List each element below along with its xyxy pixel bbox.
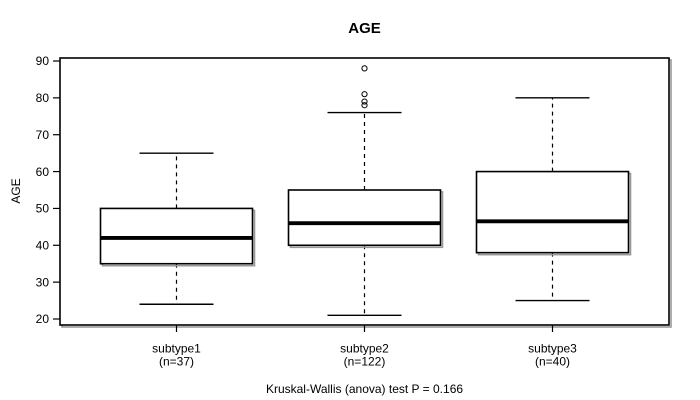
group-label: subtype1 [152, 342, 201, 356]
outlier-point [361, 102, 368, 109]
iqr-box [287, 189, 442, 247]
y-axis-tick-label: 40 [36, 238, 50, 252]
group-label: subtype3 [528, 342, 577, 356]
y-axis-tick-label: 90 [36, 54, 50, 68]
y-axis-tick-label: 60 [36, 165, 50, 179]
group-label: subtype2 [340, 342, 389, 356]
group-n-label: (n=40) [535, 355, 570, 369]
y-axis-tick-label: 30 [36, 275, 50, 289]
outlier-point [361, 91, 368, 98]
outlier-point [361, 98, 368, 105]
chart-title: AGE [348, 20, 381, 37]
outlier-point [361, 65, 368, 72]
y-axis-tick-label: 20 [36, 312, 50, 326]
y-axis-tick-label: 70 [36, 128, 50, 142]
kruskal-wallis-caption: Kruskal-Wallis (anova) test P = 0.166 [265, 382, 464, 396]
y-axis-tick-label: 80 [36, 91, 50, 105]
group-n-label: (n=122) [344, 355, 386, 369]
group-n-label: (n=37) [159, 355, 194, 369]
iqr-box [475, 170, 630, 254]
y-axis-tick-label: 50 [36, 202, 50, 216]
